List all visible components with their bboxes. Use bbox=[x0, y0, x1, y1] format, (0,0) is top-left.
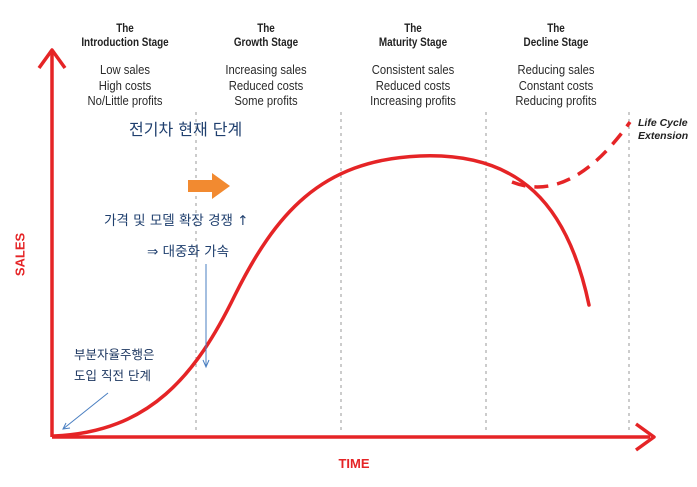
stage-the-label: The bbox=[404, 23, 422, 35]
extension-label-line: Extension bbox=[638, 130, 689, 142]
stage-desc-line: Some profits bbox=[234, 94, 298, 108]
stage-description: Low sales High costs No/Little profits bbox=[55, 63, 195, 110]
stage-desc-line: Reducing sales bbox=[517, 63, 595, 77]
current-stage-annotation: 전기차 현재 단계 bbox=[129, 120, 243, 139]
life-cycle-extension-label: Life Cycle Extension bbox=[638, 117, 688, 143]
growth-pointer-head bbox=[202, 359, 210, 369]
stage-the-label: The bbox=[116, 23, 134, 35]
stage-name: Introduction Stage bbox=[81, 37, 169, 49]
mass-adoption-annotation: ⇒ 대중화 가속 bbox=[147, 244, 229, 260]
extension-curve bbox=[511, 120, 632, 189]
stage-desc-line: Reduced costs bbox=[228, 78, 304, 93]
stage-desc-line: Increasing profits bbox=[370, 94, 456, 108]
x-axis-arrowhead bbox=[634, 422, 656, 452]
intro-pointer-head bbox=[62, 422, 71, 430]
stage-maturity: The Maturity Stage Consistent sales Redu… bbox=[343, 22, 483, 110]
stage-introduction: The Introduction Stage Low sales High co… bbox=[55, 22, 195, 110]
y-axis-label: SALES bbox=[12, 232, 28, 277]
competition-annotation: 가격 및 모델 확장 경쟁 ↑ bbox=[104, 213, 249, 229]
stage-description: Reducing sales Constant costs Reducing p… bbox=[486, 63, 626, 110]
stage-desc-line: No/Little profits bbox=[87, 94, 163, 108]
current-stage-arrow bbox=[188, 173, 230, 199]
stage-desc-line: Consistent sales bbox=[371, 63, 455, 77]
extension-label-line: Life Cycle bbox=[638, 117, 688, 129]
stage-name: Decline Stage bbox=[523, 37, 589, 49]
stage-desc-line: Reduced costs bbox=[375, 78, 451, 93]
stage-desc-line: Increasing sales bbox=[225, 63, 307, 77]
partial-autonomy-annotation-line1: 부분자율주행은 bbox=[74, 347, 155, 362]
stage-name: Growth Stage bbox=[233, 37, 299, 49]
stage-description: Consistent sales Reduced costs Increasin… bbox=[343, 63, 483, 110]
stage-the-label: The bbox=[257, 23, 275, 35]
stage-desc-line: Constant costs bbox=[518, 78, 594, 93]
stage-growth: The Growth Stage Increasing sales Reduce… bbox=[196, 22, 336, 110]
y-axis-arrowhead bbox=[37, 48, 67, 70]
x-axis-label: TIME bbox=[338, 456, 370, 471]
stage-name: Maturity Stage bbox=[378, 37, 448, 49]
sales-curve bbox=[52, 154, 591, 438]
intro-pointer bbox=[62, 392, 109, 430]
partial-autonomy-annotation-line2: 도입 직전 단계 bbox=[74, 368, 151, 383]
stage-description: Increasing sales Reduced costs Some prof… bbox=[196, 63, 336, 110]
stage-desc-line: Low sales bbox=[99, 63, 151, 77]
stage-the-label: The bbox=[547, 23, 565, 35]
stage-decline: The Decline Stage Reducing sales Constan… bbox=[486, 22, 626, 110]
stage-desc-line: High costs bbox=[98, 78, 152, 93]
stage-desc-line: Reducing profits bbox=[515, 94, 597, 108]
